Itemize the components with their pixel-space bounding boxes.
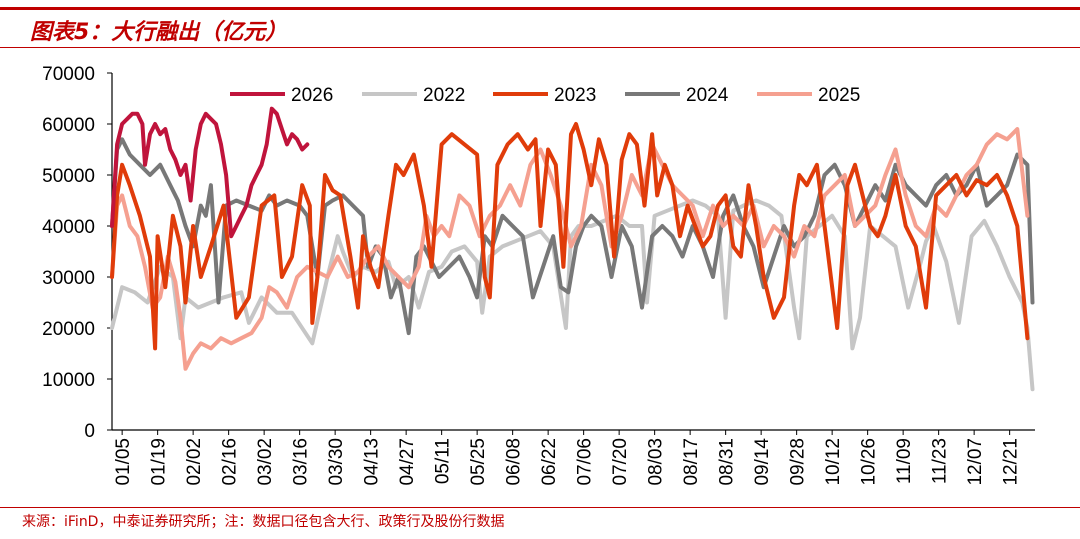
x-tick-label: 09/14 xyxy=(752,438,773,486)
y-tick-label: 0 xyxy=(84,421,95,442)
x-tick-label: 05/25 xyxy=(468,438,489,486)
legend-label-2023: 2023 xyxy=(554,85,596,106)
legend-label-2026: 2026 xyxy=(291,85,333,106)
y-tick-label: 70000 xyxy=(42,64,95,85)
title-rule xyxy=(0,47,1080,48)
x-tick-label: 04/27 xyxy=(397,438,418,486)
x-tick-label: 07/20 xyxy=(610,438,631,486)
source-note: 来源：iFinD，中泰证券研究所；注：数据口径包含大行、政策行及股份行数据 xyxy=(22,514,505,530)
y-tick-label: 50000 xyxy=(42,166,95,187)
x-tick-label: 06/22 xyxy=(539,438,560,486)
x-tick-label: 11/23 xyxy=(930,438,951,484)
x-tick-label: 08/03 xyxy=(646,438,667,486)
y-tick-label: 40000 xyxy=(42,217,95,238)
x-tick-label: 05/11 xyxy=(433,438,454,484)
x-tick-label: 01/05 xyxy=(113,438,134,486)
series-line-2025 xyxy=(110,127,1030,371)
legend-label-2025: 2025 xyxy=(818,85,860,106)
chart-title: 图表5：大行融出（亿元） xyxy=(30,20,288,45)
x-tick-label: 12/07 xyxy=(965,438,986,486)
x-tick-label: 08/17 xyxy=(681,438,702,486)
x-tick-label: 03/30 xyxy=(326,438,347,486)
x-tick-label: 09/28 xyxy=(788,438,809,486)
x-tick-label: 02/16 xyxy=(220,438,241,486)
top-rule xyxy=(0,7,1080,10)
series-line-2023 xyxy=(110,122,1030,351)
x-tick-label: 11/09 xyxy=(894,438,915,484)
x-tick-label: 07/06 xyxy=(575,438,596,486)
x-tick-label: 03/16 xyxy=(291,438,312,486)
series-group xyxy=(110,106,1035,392)
series-line-2026 xyxy=(110,106,310,239)
y-tick-label: 10000 xyxy=(42,370,95,391)
x-tick-label: 01/19 xyxy=(149,438,170,486)
bottom-rule xyxy=(0,507,1080,508)
x-tick-label: 10/26 xyxy=(859,438,880,486)
legend-label-2024: 2024 xyxy=(686,85,729,106)
y-tick-label: 30000 xyxy=(42,268,95,289)
y-tick-label: 60000 xyxy=(42,115,95,136)
x-tick-label: 06/08 xyxy=(504,438,525,486)
x-tick-label: 12/21 xyxy=(1001,438,1022,486)
x-tick-label: 08/31 xyxy=(717,438,738,486)
x-tick-label: 02/02 xyxy=(184,438,205,486)
line-chart: 0 10000 20000 30000 40000 50000 60000 70000 01/… xyxy=(42,64,1035,486)
chart-legend: 2026 2022 2023 2024 2025 xyxy=(230,85,860,106)
y-tick-label: 20000 xyxy=(42,319,95,340)
legend-label-2022: 2022 xyxy=(423,85,465,106)
x-tick-label: 04/13 xyxy=(362,438,383,486)
x-tick-label: 03/02 xyxy=(255,438,276,486)
y-axis-ticks: 0 10000 20000 30000 40000 50000 60000 70000 xyxy=(42,64,112,442)
x-axis-ticks: 01/05 01/19 02/02 02/16 03/02 03/16 03/30 04/13… xyxy=(113,430,1022,486)
x-tick-label: 10/12 xyxy=(823,438,844,486)
